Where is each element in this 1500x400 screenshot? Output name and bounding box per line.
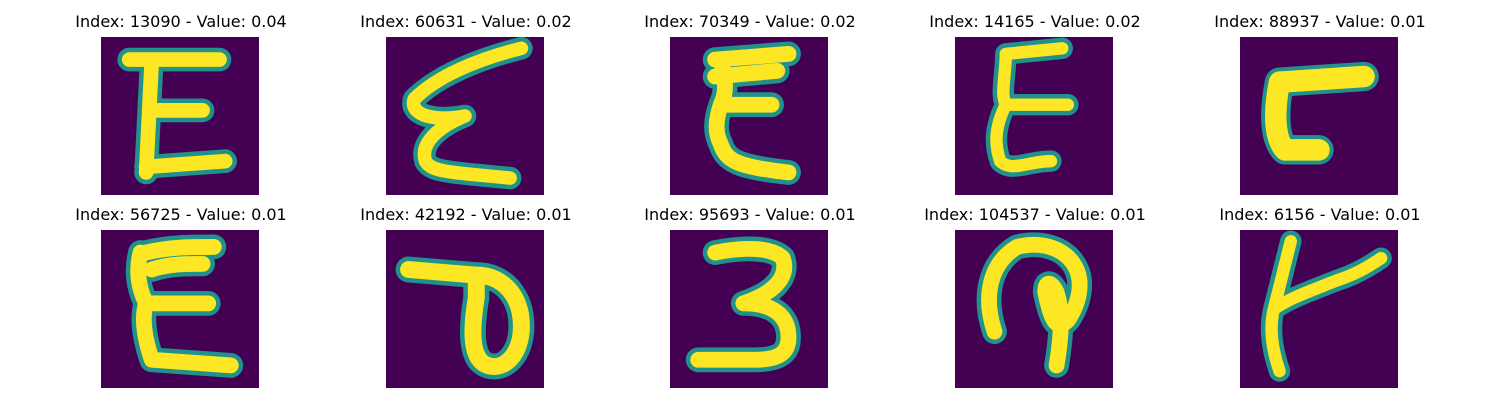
glyph-image-e-icon: [101, 37, 259, 195]
glyph-image-e-thin-icon: [955, 37, 1113, 195]
panel-title: Index: 104537 - Value: 0.01: [924, 205, 1146, 224]
glyph-image-branch-icon: [1240, 230, 1398, 388]
glyph-image-e-wide-icon: [101, 230, 259, 388]
panel-title: Index: 88937 - Value: 0.01: [1214, 12, 1426, 31]
glyph-image-p-loop-icon: [955, 230, 1113, 388]
panel-title: Index: 56725 - Value: 0.01: [75, 205, 287, 224]
panel-title: Index: 14165 - Value: 0.02: [929, 12, 1141, 31]
glyph-image-e-curvy-icon: [670, 37, 828, 195]
panel-title: Index: 13090 - Value: 0.04: [75, 12, 287, 31]
panel-title: Index: 70349 - Value: 0.02: [644, 12, 856, 31]
panel-title: Index: 6156 - Value: 0.01: [1219, 205, 1421, 224]
glyph-image-loop-icon: [386, 230, 544, 388]
panel-title: Index: 95693 - Value: 0.01: [644, 205, 856, 224]
panel-title: Index: 42192 - Value: 0.01: [360, 205, 572, 224]
panel-title: Index: 60631 - Value: 0.02: [360, 12, 572, 31]
glyph-image-l-block-icon: [1240, 37, 1398, 195]
glyph-image-e-slanted-icon: [386, 37, 544, 195]
glyph-image-three-icon: [670, 230, 828, 388]
